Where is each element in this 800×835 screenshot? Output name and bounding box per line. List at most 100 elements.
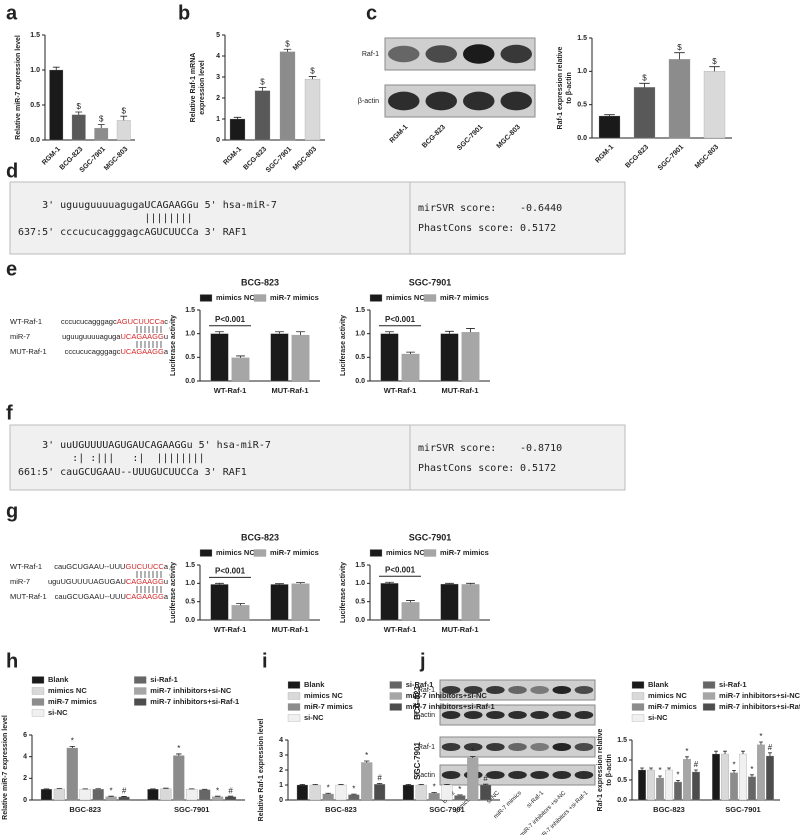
bar-annotation: * — [216, 786, 219, 795]
error-bar — [215, 331, 224, 334]
panel-letter: i — [262, 650, 268, 672]
alignment-line: 661:5' cauGCUGAAU--UUUGUCUUCCa 3' RAF1 — [18, 467, 247, 478]
bar-annotation: # — [483, 774, 488, 783]
bar — [461, 584, 480, 621]
bar — [49, 69, 64, 141]
blot-band — [500, 44, 532, 64]
x-tick-label: WT-Raf-1 — [384, 625, 417, 634]
y-tick-label: 0.5 — [30, 102, 40, 109]
legend-label: si-Raf-1 — [719, 680, 747, 689]
panel-letter: j — [419, 650, 426, 672]
bar-annotation: * — [177, 744, 180, 753]
bar — [210, 584, 229, 621]
bar-annotation: # — [377, 773, 382, 782]
error-bar — [227, 795, 234, 797]
blot-band — [530, 686, 549, 694]
chart-title: SGC-7901 — [409, 532, 452, 542]
error-bar — [351, 793, 357, 795]
bar — [304, 78, 321, 141]
error-bar — [649, 767, 653, 770]
bar-annotation: # — [768, 743, 773, 752]
bar — [401, 602, 420, 621]
error-bar — [694, 769, 698, 772]
legend-swatch — [31, 709, 45, 717]
seq-part: a — [164, 562, 169, 571]
bar-annotation: $ — [677, 43, 682, 52]
y-axis-label: Relative miR-7 expression level — [2, 715, 9, 820]
legend-label: si-Raf-1 — [150, 675, 178, 684]
alignment-line: 3' uguuguuuuagugaUCAGAAGGu 5' hsa-miR-7 — [18, 200, 277, 211]
legend-swatch — [423, 549, 437, 557]
x-tick-label: RGM-1 — [222, 146, 243, 167]
error-bar — [233, 116, 242, 119]
error-bar — [759, 741, 763, 745]
panel-letter: f — [6, 402, 13, 424]
y-tick-label: 1.5 — [30, 32, 40, 39]
y-axis-label: to β-actin — [566, 72, 573, 104]
bar — [79, 789, 91, 801]
seq-part: uguUGUUUUAGUGAU — [48, 577, 126, 586]
site-label: WT-Raf-1 — [10, 562, 42, 571]
x-tick-label: WT-Raf-1 — [214, 386, 247, 395]
lane-label: si-Raf-1 — [526, 790, 546, 810]
bar — [730, 772, 738, 801]
y-tick-label: 0.0 — [185, 617, 195, 624]
bar-annotation: * — [658, 766, 661, 775]
bar-annotation: $ — [99, 115, 104, 124]
error-bar — [405, 784, 412, 785]
lane-label: SGC-7901 — [456, 124, 484, 152]
blot-band — [530, 743, 549, 751]
bar — [374, 784, 386, 801]
error-bar — [312, 784, 318, 785]
bar — [94, 127, 109, 141]
x-tick-label: SGC-7901 — [657, 144, 685, 172]
lane-label: RGM-1 — [389, 124, 410, 145]
score-label: mirSVR score: — [418, 443, 496, 454]
bar-annotation: # — [694, 760, 699, 769]
bar-annotation: * — [759, 732, 762, 741]
x-tick-label: RGM-1 — [41, 146, 62, 167]
error-bar — [215, 582, 224, 585]
bar — [712, 753, 720, 801]
x-tick-label: MUT-Raf-1 — [271, 386, 308, 395]
y-tick-label: 1.5 — [617, 737, 627, 744]
bar — [668, 59, 691, 139]
legend-swatch — [389, 681, 402, 689]
error-bar — [445, 330, 454, 334]
bar — [173, 755, 185, 801]
bar-annotation: # — [122, 787, 127, 796]
error-bar — [639, 82, 650, 88]
error-bar — [385, 331, 394, 334]
error-bar — [97, 124, 105, 129]
site-sequence: cccucucagggagcAGUCUUCCac — [61, 317, 168, 326]
x-tick-label: SGC-7901 — [429, 805, 464, 814]
y-tick-label: 0.5 — [355, 354, 365, 361]
error-bar — [709, 66, 720, 72]
legend-label: miR-7 inhibitors+si-NC — [150, 686, 232, 695]
legend-label: mimics NC — [648, 691, 687, 700]
bar — [71, 114, 86, 141]
legend-swatch — [287, 714, 301, 722]
blot-band — [486, 686, 505, 694]
error-bar — [604, 114, 615, 116]
legend-swatch — [702, 681, 716, 689]
panel-letter: a — [6, 2, 18, 24]
bar-annotation: * — [352, 784, 355, 793]
bar — [118, 796, 130, 801]
seq-part: cauGCUGAAU--UUU — [54, 562, 125, 571]
error-bar — [385, 581, 394, 584]
bar-annotation: * — [458, 785, 461, 794]
seq-site: UCAGAAGG — [120, 332, 164, 341]
site-label: miR-7 — [10, 577, 30, 586]
legend-label: miR-7 mimics — [270, 293, 319, 302]
bar-annotation: * — [71, 736, 74, 745]
seq-part: cauGCUGAAU--UUU — [55, 592, 126, 601]
site-sequence: cccucucagggagcUCAGAAGGa — [65, 347, 169, 356]
error-bar — [236, 603, 245, 606]
error-bar — [308, 76, 317, 80]
panel-letter: c — [366, 2, 377, 24]
bar-annotation: * — [433, 783, 436, 792]
error-bar — [258, 87, 267, 91]
legend-swatch — [631, 714, 645, 722]
legend-swatch — [31, 698, 45, 706]
